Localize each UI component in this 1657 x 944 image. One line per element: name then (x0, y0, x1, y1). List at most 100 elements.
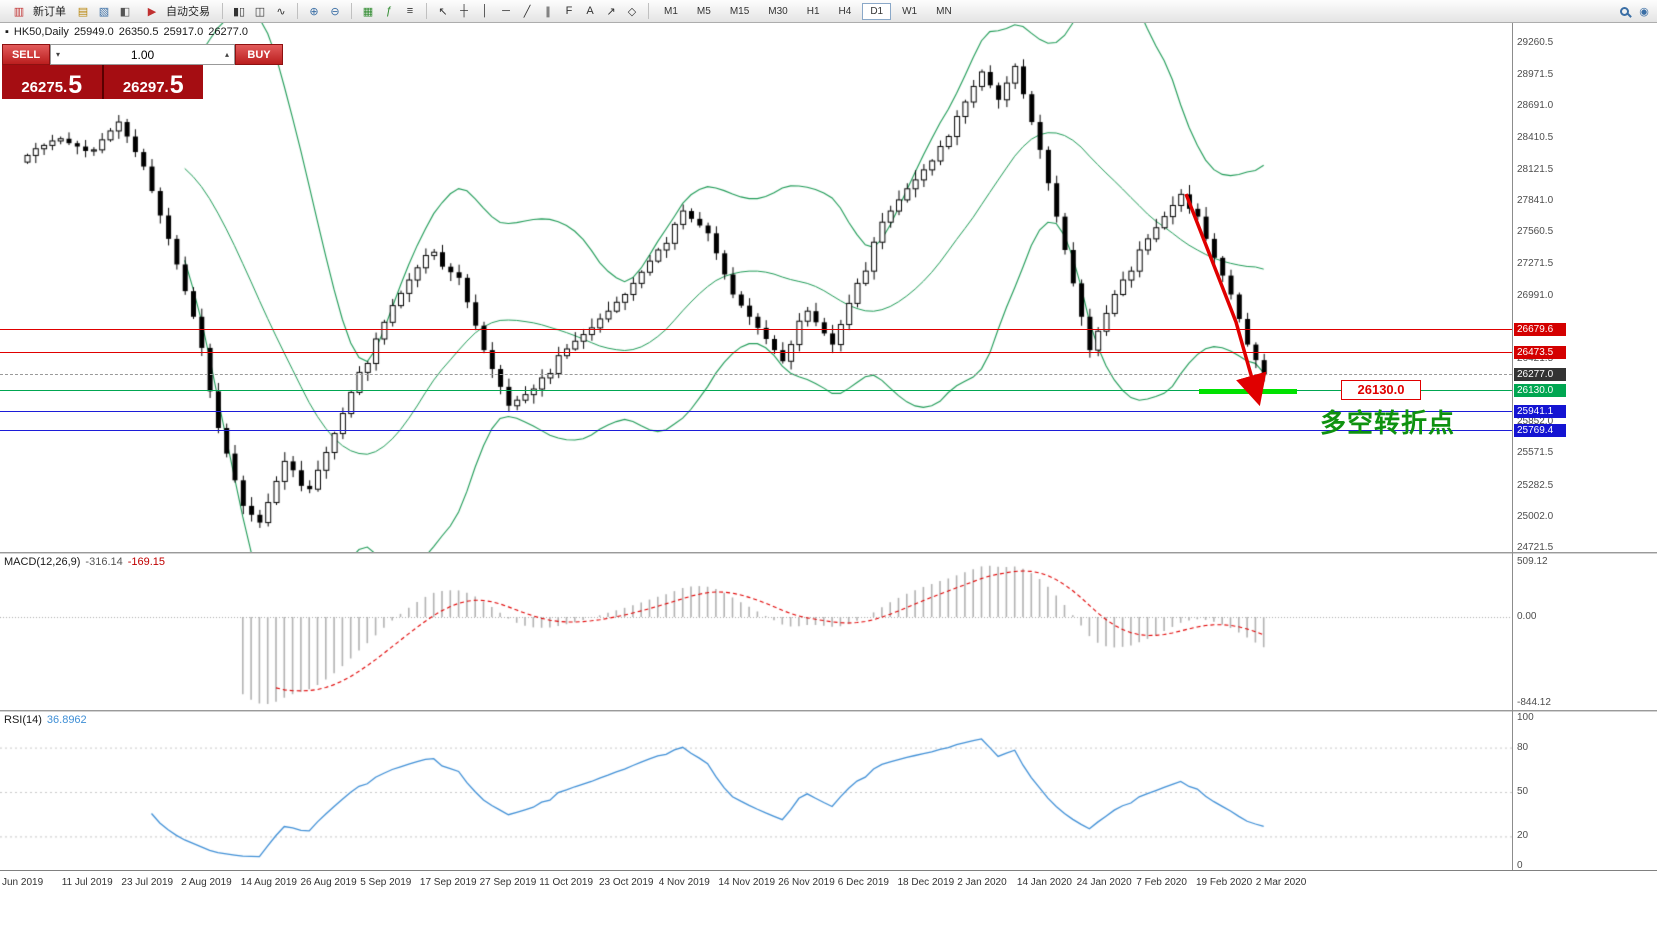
buy-price[interactable]: 26297. 5 (103, 65, 203, 99)
hline-26679.6[interactable] (0, 329, 1512, 331)
macd-signal-value: -169.15 (127, 556, 166, 568)
macd-indicator-canvas[interactable] (0, 554, 1512, 710)
fibonacci-icon[interactable]: F (565, 5, 573, 17)
date-label: 23 Oct 2019 (599, 877, 654, 888)
ohlc-close: 26277.0 (208, 26, 248, 38)
price-axis-label: 28121.5 (1517, 163, 1554, 175)
date-label: 6 Dec 2019 (837, 877, 889, 888)
buy-button[interactable]: BUY (235, 44, 283, 65)
macd-label: MACD(12,26,9) (4, 556, 81, 568)
hline-25941.1[interactable] (0, 411, 1512, 413)
date-label: 2 Mar 2020 (1255, 877, 1307, 888)
cursor-icon[interactable]: ↖ (438, 5, 448, 18)
date-label: 14 Nov 2019 (718, 877, 776, 888)
price-annotation-label[interactable]: 26130.0 (1341, 380, 1421, 400)
new-order-button[interactable]: ▥ 新订单 (3, 1, 72, 22)
ohlc-low: 25917.0 (163, 26, 204, 38)
macd-main-value: -316.14 (85, 556, 123, 568)
price-axis-label: 28410.5 (1517, 131, 1554, 143)
volume-control: ▾ ▴ (50, 44, 235, 65)
arrows-tool-icon[interactable]: ↗ (606, 5, 616, 18)
text-tool-icon[interactable]: A (586, 5, 594, 17)
hline-26473.5[interactable] (0, 352, 1512, 354)
rsi-value: 36.8962 (46, 714, 87, 726)
date-label: 2 Jan 2020 (957, 877, 1007, 888)
panel-separator[interactable] (0, 552, 1657, 554)
channel-icon[interactable]: ∥ (545, 5, 551, 18)
rsi-indicator-canvas[interactable] (0, 712, 1512, 870)
bar-chart-icon[interactable]: ▮▯ (232, 5, 246, 18)
price-axis-label: 27841.0 (1517, 194, 1554, 206)
panel-separator[interactable] (0, 710, 1657, 712)
candlestick-chart-icon[interactable]: ◫ (254, 5, 266, 18)
search-icon[interactable] (1620, 6, 1629, 16)
price-axis-border (1512, 23, 1513, 870)
date-label: 24 Jan 2020 (1076, 877, 1132, 888)
hline-25769.4[interactable] (0, 430, 1512, 432)
community-icon[interactable]: ◉ (1639, 5, 1649, 18)
timeframe-m30[interactable]: M30 (768, 5, 788, 17)
price-axis-label: 28971.5 (1517, 69, 1554, 81)
timeframe-m1[interactable]: M1 (664, 5, 678, 17)
hline-26130[interactable] (0, 390, 1512, 392)
price-axis-label: 25002.0 (1517, 510, 1554, 522)
date-label: 17 Sep 2019 (419, 877, 477, 888)
timeframe-h4[interactable]: H4 (838, 5, 852, 17)
new-order-icon: ▥ (13, 5, 25, 18)
price-axis-badge-dark: 26277.0 (1514, 367, 1566, 381)
rsi-axis-label: 50 (1517, 786, 1529, 797)
sell-price-main: 26275. (21, 79, 68, 96)
date-label: Jun 2019 (2, 877, 44, 888)
zoom-in-icon[interactable]: ⊕ (309, 5, 319, 18)
indicators-icon[interactable]: ƒ (385, 5, 393, 17)
crosshair-icon[interactable]: ┼ (460, 5, 468, 17)
new-order-label: 新订单 (33, 6, 66, 18)
timeframe-m15[interactable]: M15 (729, 5, 750, 17)
price-axis-badge-green: 26130.0 (1514, 384, 1566, 398)
symbol-name: HK50,Daily (13, 26, 69, 38)
price-axis-label: 26991.0 (1517, 289, 1554, 301)
price-axis-label: 27560.5 (1517, 226, 1554, 238)
new-chart-icon[interactable]: ▤ (77, 5, 89, 18)
profiles-icon[interactable]: ▧ (98, 5, 110, 18)
turning-point-text[interactable]: 多空转折点 (1320, 408, 1456, 438)
volume-input[interactable] (65, 46, 220, 63)
timeframe-m5[interactable]: M5 (696, 5, 711, 17)
price-axis-badge-red: 26473.5 (1514, 346, 1566, 360)
tile-windows-icon[interactable]: ▦ (362, 5, 374, 18)
date-label: 27 Sep 2019 (479, 877, 537, 888)
trendline-icon[interactable]: ╱ (523, 5, 531, 18)
timeframe-h1[interactable]: H1 (806, 5, 820, 17)
rsi-axis-label: 20 (1517, 830, 1529, 842)
time-axis[interactable]: Jun 2019 11 Jul 2019 23 Jul 2019 2 Aug 2019… (0, 870, 1657, 898)
down-arrow-annotation[interactable] (1150, 182, 1320, 422)
line-chart-icon[interactable]: ∿ (276, 5, 286, 18)
rsi-label: RSI(14) (4, 714, 42, 726)
toolbar-separator (351, 3, 352, 19)
horizontal-line-icon[interactable]: ─ (502, 5, 510, 17)
toolbar-separator (426, 3, 427, 19)
vertical-line-icon[interactable]: │ (481, 5, 489, 17)
main-chart-canvas[interactable] (0, 23, 1512, 552)
timeframe-mn[interactable]: MN (936, 5, 952, 17)
date-label: 2 Aug 2019 (181, 877, 232, 888)
timeframe-w1[interactable]: W1 (902, 5, 918, 17)
autotrading-button[interactable]: ▶ 自动交易 (136, 1, 216, 22)
sell-button[interactable]: SELL (2, 44, 50, 65)
volume-increase-button[interactable]: ▴ (224, 50, 229, 59)
timeframe-d1[interactable]: D1 (862, 2, 892, 20)
shapes-tool-icon[interactable]: ◇ (627, 5, 637, 18)
date-label: 11 Jul 2019 (61, 877, 113, 888)
price-axis-label: 25852.0 (1517, 416, 1554, 428)
data-window-icon[interactable]: ◧ (119, 5, 131, 18)
hline-26277[interactable] (0, 373, 1512, 375)
templates-icon[interactable]: ≡ (406, 5, 414, 17)
buy-price-big-digit: 5 (169, 71, 184, 99)
zoom-out-icon[interactable]: ⊖ (330, 5, 340, 18)
price-axis-label: 27271.5 (1517, 258, 1554, 270)
sell-price[interactable]: 26275. 5 (2, 65, 102, 99)
volume-decrease-button[interactable]: ▾ (55, 50, 60, 59)
price-axis-badge-red: 26679.6 (1514, 323, 1566, 337)
date-label: 14 Jan 2020 (1016, 877, 1072, 888)
